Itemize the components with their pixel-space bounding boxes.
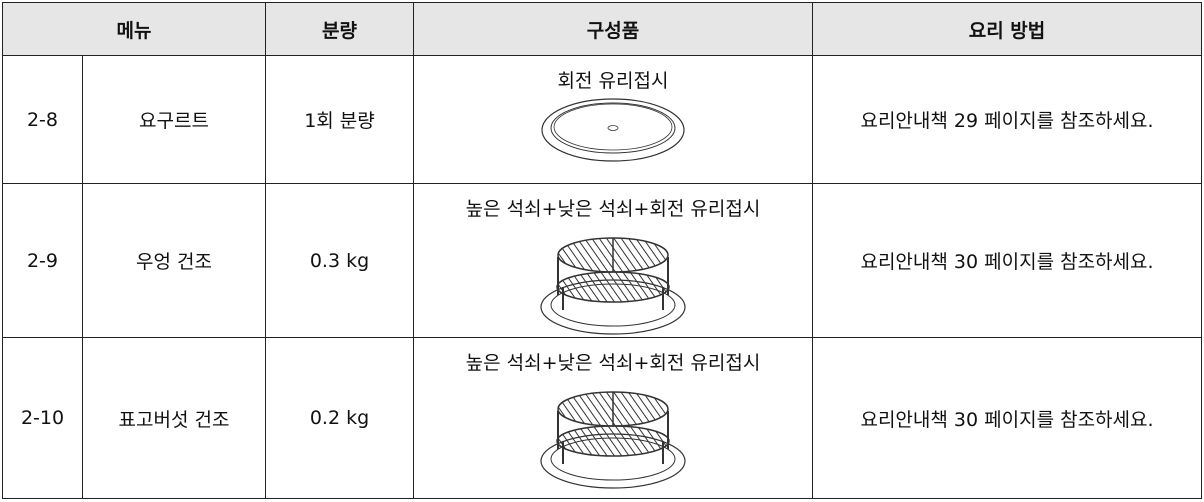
- accessory-text: 높은 석쇠+낮은 석쇠+회전 유리접시: [465, 352, 761, 374]
- plate-icon: [541, 98, 685, 162]
- accessory-text: 높은 석쇠+낮은 석쇠+회전 유리접시: [465, 198, 761, 220]
- accessory-cell: 높은 석쇠+낮은 석쇠+회전 유리접시: [413, 183, 813, 338]
- table-row: 2-8 요구르트 1회 분량 회전 유리접시 요리안내책 29 페이지를 참조하…: [2, 55, 1202, 184]
- rack-icon: [540, 391, 686, 489]
- header-cell: 구성품: [413, 2, 813, 56]
- cell: 요리안내책 29 페이지를 참조하세요.: [812, 55, 1202, 184]
- header-cell: 분량: [265, 2, 414, 56]
- cell: 2-8: [2, 55, 83, 184]
- accessory-cell: 회전 유리접시: [413, 55, 813, 184]
- cell: 우엉 건조: [82, 183, 266, 338]
- cell: 2-9: [2, 183, 83, 338]
- cell: 요리안내책 30 페이지를 참조하세요.: [812, 337, 1202, 499]
- rack-icon: [540, 237, 686, 335]
- cell: 2-10: [2, 337, 83, 499]
- accessory-cell: 높은 석쇠+낮은 석쇠+회전 유리접시: [413, 337, 813, 499]
- table-row: 2-9 우엉 건조 0.3 kg 높은 석쇠+낮은 석쇠+회전 유리접시 요리안…: [2, 183, 1202, 338]
- cell: 0.2 kg: [265, 337, 414, 499]
- accessory-text: 회전 유리접시: [557, 70, 669, 92]
- cell: 요구르트: [82, 55, 266, 184]
- cell: 0.3 kg: [265, 183, 414, 338]
- cell: 표고버섯 건조: [82, 337, 266, 499]
- header-row: 메뉴 분량 구성품 요리 방법: [2, 2, 1202, 56]
- header-cell: 메뉴: [2, 2, 266, 56]
- header-cell: 요리 방법: [812, 2, 1202, 56]
- table-row: 2-10 표고버섯 건조 0.2 kg 높은 석쇠+낮은 석쇠+회전 유리접시 …: [2, 337, 1202, 499]
- cell: 요리안내책 30 페이지를 참조하세요.: [812, 183, 1202, 338]
- cell: 1회 분량: [265, 55, 414, 184]
